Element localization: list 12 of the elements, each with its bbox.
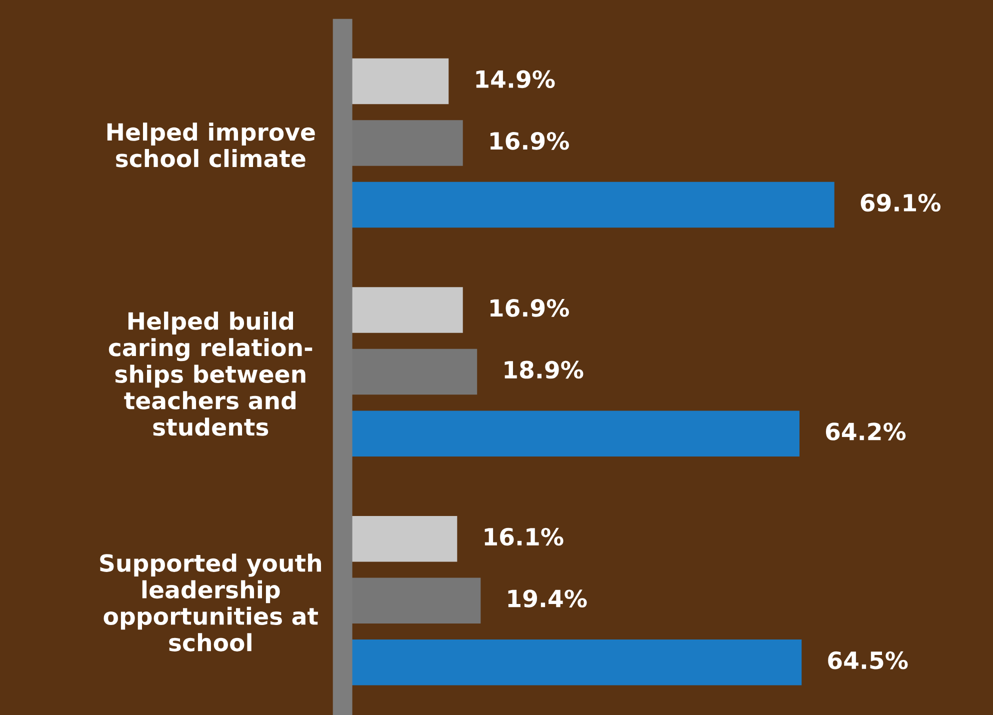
data-label: 18.9% [504, 360, 584, 379]
data-label: 64.2% [826, 422, 906, 440]
data-label: 19.4% [508, 590, 587, 608]
data-label: 14.9% [476, 70, 555, 88]
data-label: 69.1% [860, 194, 941, 212]
y-tick-label: Helped improve school climate [107, 122, 315, 168]
data-label: 16.1% [484, 528, 564, 546]
data-label: 16.9% [490, 132, 570, 150]
y-tick-label: Supported youth leadership opportunities at school [100, 554, 322, 652]
data-label: 64.5% [828, 651, 908, 670]
y-tick-label: Helped build caring relation- ships between teachers and students [108, 312, 312, 436]
data-label: 16.9% [490, 299, 570, 317]
